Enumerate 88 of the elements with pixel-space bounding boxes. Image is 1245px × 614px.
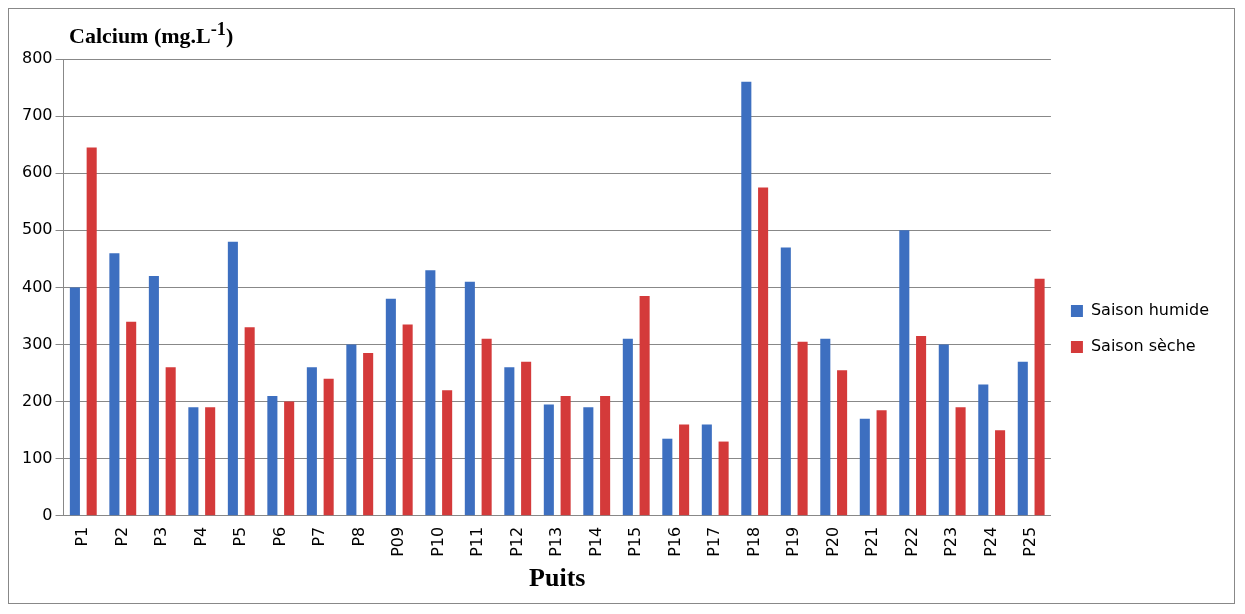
- bar: [227, 241, 238, 516]
- x-tick-label: P22: [901, 526, 921, 557]
- y-tick-label: 700: [21, 105, 53, 125]
- bar: [876, 410, 887, 516]
- bar: [859, 418, 870, 516]
- y-tick-label: 200: [21, 390, 53, 410]
- bar: [1017, 361, 1028, 516]
- bar: [306, 367, 317, 516]
- bar: [938, 344, 949, 516]
- bar: [639, 295, 650, 516]
- bar: [205, 407, 216, 516]
- bar: [86, 147, 97, 516]
- legend-label: Saison sèche: [1090, 336, 1196, 356]
- y-tick-label: 600: [21, 162, 53, 182]
- bar: [718, 441, 729, 516]
- bar: [820, 338, 831, 516]
- bar: [741, 81, 752, 516]
- x-tick-label: P18: [743, 526, 763, 557]
- x-tick-label: P23: [941, 526, 961, 557]
- x-tick-label: P25: [1020, 526, 1040, 557]
- bar: [323, 378, 334, 516]
- y-tick-label: 300: [21, 333, 53, 353]
- bar: [583, 407, 594, 516]
- bar: [780, 247, 791, 516]
- x-tick-label: P5: [230, 526, 250, 547]
- x-tick-label: P13: [546, 526, 566, 557]
- y-axis-title: Calcium (mg.L$^{-1}$): [69, 19, 234, 50]
- y-tick-label: 500: [21, 219, 53, 239]
- bar: [244, 327, 255, 516]
- bar: [837, 370, 848, 516]
- x-tick-label: P4: [190, 526, 210, 547]
- bar: [504, 367, 515, 516]
- y-tick-label: 0: [42, 504, 53, 524]
- x-tick-label: P09: [388, 526, 408, 557]
- bar: [622, 338, 633, 516]
- x-tick-label: P21: [862, 526, 882, 557]
- bar: [995, 430, 1006, 516]
- x-tick-label: P8: [348, 526, 368, 547]
- bar: [758, 187, 769, 516]
- bar: [978, 384, 989, 516]
- x-tick-label: P7: [309, 526, 329, 547]
- bar: [425, 270, 436, 516]
- x-tick-label: P3: [151, 526, 171, 547]
- bar: [543, 404, 554, 516]
- bar: [385, 298, 396, 516]
- bar: [148, 275, 159, 516]
- bar: [363, 353, 374, 516]
- x-tick-label: P1: [72, 526, 92, 547]
- x-axis-title: Puits: [529, 563, 586, 593]
- x-tick-label: P11: [467, 526, 487, 557]
- bar: [442, 390, 453, 516]
- bar: [69, 287, 80, 516]
- bar: [346, 344, 357, 516]
- bar: [955, 407, 966, 516]
- bar: [679, 424, 690, 516]
- bar: [402, 324, 413, 516]
- x-tick-label: P6: [269, 526, 289, 547]
- bar: [126, 321, 137, 516]
- bar: [165, 367, 176, 516]
- x-tick-label: P15: [625, 526, 645, 557]
- x-tick-label: P14: [585, 526, 605, 557]
- bar: [560, 395, 571, 516]
- legend-label: Saison humide: [1090, 300, 1210, 320]
- x-tick-label: P10: [427, 526, 447, 557]
- bar: [701, 424, 712, 516]
- bar: [521, 361, 532, 516]
- bar: [284, 401, 295, 516]
- bar: [662, 438, 673, 516]
- bar: [109, 253, 120, 516]
- bar: [267, 395, 278, 516]
- x-tick-label: P2: [111, 526, 131, 547]
- x-tick-label: P17: [704, 526, 724, 557]
- bar: [1034, 278, 1045, 516]
- bar: [481, 338, 492, 516]
- x-tick-label: P16: [664, 526, 684, 557]
- y-tick-label: 800: [21, 48, 53, 68]
- x-tick-label: P20: [822, 526, 842, 557]
- bar: [600, 395, 611, 516]
- bar: [797, 341, 808, 516]
- bar: [464, 281, 475, 516]
- bar: [899, 230, 910, 516]
- x-tick-label: P24: [980, 526, 1000, 557]
- y-tick-label: 400: [21, 276, 53, 296]
- x-tick-label: P19: [783, 526, 803, 557]
- y-tick-label: 100: [21, 447, 53, 467]
- bar: [188, 407, 199, 516]
- bar: [916, 335, 927, 516]
- x-tick-label: P12: [506, 526, 526, 557]
